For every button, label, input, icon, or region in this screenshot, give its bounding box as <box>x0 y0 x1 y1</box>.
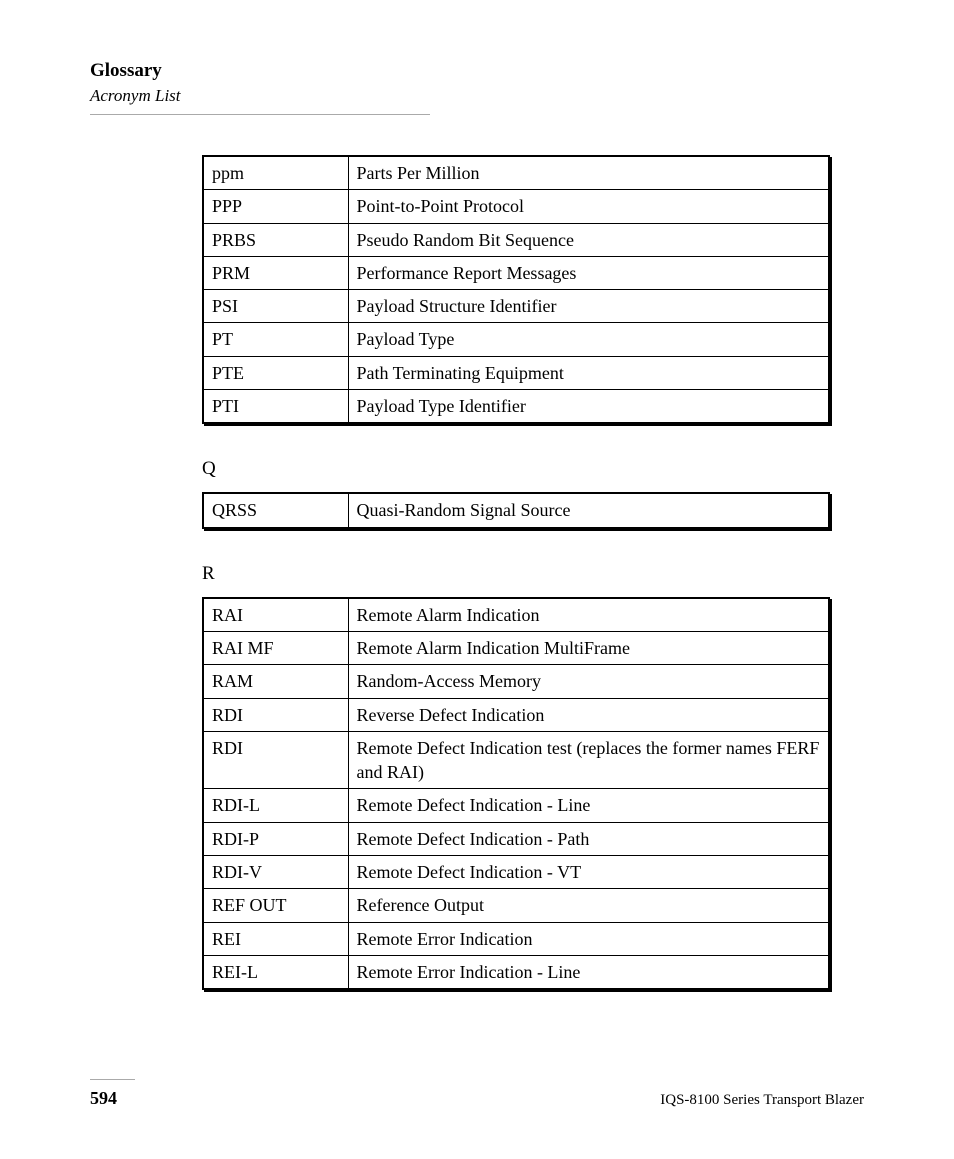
term-cell: PTE <box>203 356 348 389</box>
term-cell: REI <box>203 922 348 955</box>
table-row: REIRemote Error Indication <box>203 922 829 955</box>
term-cell: RAI MF <box>203 631 348 664</box>
table-row: RAIRemote Alarm Indication <box>203 598 829 632</box>
glossary-table: ppmParts Per MillionPPPPoint-to-Point Pr… <box>202 155 830 424</box>
definition-cell: Payload Structure Identifier <box>348 290 829 323</box>
table-row: RDI-LRemote Defect Indication - Line <box>203 789 829 822</box>
term-cell: PPP <box>203 190 348 223</box>
table-row: RDIRemote Defect Indication test (replac… <box>203 731 829 789</box>
table-row: PRBSPseudo Random Bit Sequence <box>203 223 829 256</box>
table-row: QRSSQuasi-Random Signal Source <box>203 493 829 527</box>
footer-row: 594 IQS-8100 Series Transport Blazer <box>90 1088 864 1109</box>
table-row: PSIPayload Structure Identifier <box>203 290 829 323</box>
definition-cell: Remote Error Indication - Line <box>348 955 829 989</box>
term-cell: RDI <box>203 731 348 789</box>
definition-cell: Remote Defect Indication - VT <box>348 856 829 889</box>
definition-cell: Remote Alarm Indication MultiFrame <box>348 631 829 664</box>
definition-cell: Reference Output <box>348 889 829 922</box>
definition-cell: Quasi-Random Signal Source <box>348 493 829 527</box>
glossary-table: QRSSQuasi-Random Signal Source <box>202 492 830 528</box>
definition-cell: Performance Report Messages <box>348 256 829 289</box>
glossary-table: RAIRemote Alarm IndicationRAI MFRemote A… <box>202 597 830 991</box>
table-row: REI-LRemote Error Indication - Line <box>203 955 829 989</box>
product-name: IQS-8100 Series Transport Blazer <box>660 1092 864 1109</box>
header-rule <box>90 114 430 115</box>
table-row: RDI-PRemote Defect Indication - Path <box>203 822 829 855</box>
term-cell: ppm <box>203 156 348 190</box>
table-row: RAMRandom-Access Memory <box>203 665 829 698</box>
definition-cell: Payload Type Identifier <box>348 390 829 424</box>
header-subtitle: Acronym List <box>90 86 864 106</box>
definition-cell: Payload Type <box>348 323 829 356</box>
term-cell: PRBS <box>203 223 348 256</box>
term-cell: PRM <box>203 256 348 289</box>
term-cell: PTI <box>203 390 348 424</box>
term-cell: RAI <box>203 598 348 632</box>
term-cell: RAM <box>203 665 348 698</box>
table-row: PTIPayload Type Identifier <box>203 390 829 424</box>
table-row: PPPPoint-to-Point Protocol <box>203 190 829 223</box>
table-row: PRMPerformance Report Messages <box>203 256 829 289</box>
table-row: ppmParts Per Million <box>203 156 829 190</box>
term-cell: RDI-V <box>203 856 348 889</box>
table-row: PTEPath Terminating Equipment <box>203 356 829 389</box>
term-cell: RDI-P <box>203 822 348 855</box>
term-cell: QRSS <box>203 493 348 527</box>
definition-cell: Remote Alarm Indication <box>348 598 829 632</box>
term-cell: REF OUT <box>203 889 348 922</box>
table-row: RAI MFRemote Alarm Indication MultiFrame <box>203 631 829 664</box>
table-row: REF OUTReference Output <box>203 889 829 922</box>
page-footer: 594 IQS-8100 Series Transport Blazer <box>90 1079 864 1109</box>
term-cell: RDI <box>203 698 348 731</box>
section-letter: Q <box>202 458 864 480</box>
definition-cell: Reverse Defect Indication <box>348 698 829 731</box>
page-number: 594 <box>90 1088 117 1109</box>
definition-cell: Remote Defect Indication - Path <box>348 822 829 855</box>
header-title: Glossary <box>90 60 864 82</box>
definition-cell: Parts Per Million <box>348 156 829 190</box>
definition-cell: Remote Error Indication <box>348 922 829 955</box>
definition-cell: Path Terminating Equipment <box>348 356 829 389</box>
term-cell: REI-L <box>203 955 348 989</box>
definition-cell: Remote Defect Indication - Line <box>348 789 829 822</box>
term-cell: PSI <box>203 290 348 323</box>
table-row: PTPayload Type <box>203 323 829 356</box>
table-row: RDIReverse Defect Indication <box>203 698 829 731</box>
table-row: RDI-VRemote Defect Indication - VT <box>203 856 829 889</box>
definition-cell: Random-Access Memory <box>348 665 829 698</box>
definition-cell: Pseudo Random Bit Sequence <box>348 223 829 256</box>
definition-cell: Point-to-Point Protocol <box>348 190 829 223</box>
term-cell: RDI-L <box>203 789 348 822</box>
page-header: Glossary Acronym List <box>90 60 864 115</box>
content-area: ppmParts Per MillionPPPPoint-to-Point Pr… <box>202 155 864 990</box>
term-cell: PT <box>203 323 348 356</box>
definition-cell: Remote Defect Indication test (replaces … <box>348 731 829 789</box>
section-letter: R <box>202 563 864 585</box>
footer-rule <box>90 1079 135 1080</box>
